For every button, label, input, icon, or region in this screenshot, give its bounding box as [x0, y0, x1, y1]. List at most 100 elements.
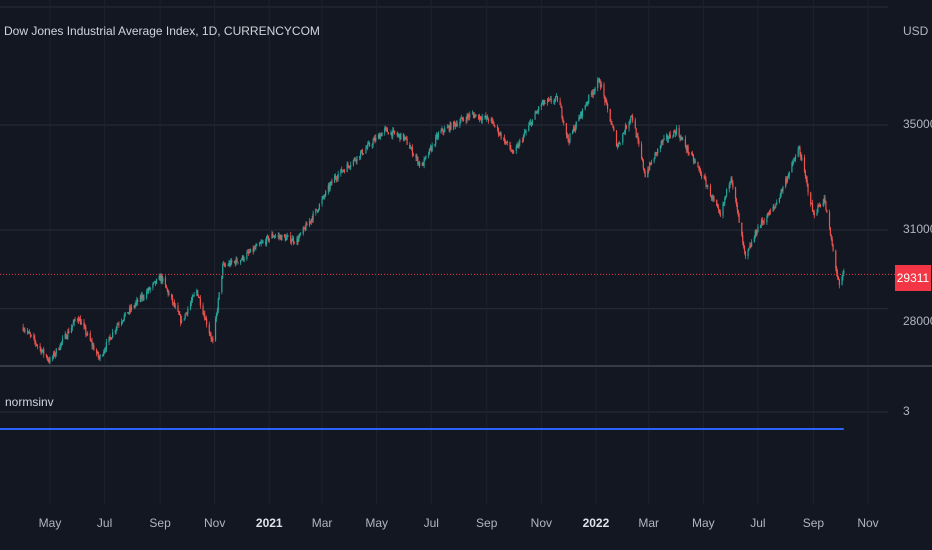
candle-body-36	[67, 330, 69, 338]
candle-body-254	[341, 168, 343, 172]
candle-body-278	[371, 144, 373, 146]
candle-body-138	[196, 290, 198, 295]
candle-body-479	[623, 132, 625, 134]
candle-body-256	[342, 170, 345, 172]
candle-body-101	[148, 287, 150, 290]
candle-body-576	[743, 246, 746, 252]
candle-body-106	[155, 280, 157, 284]
candle-body-295	[392, 130, 394, 137]
candle-body-185	[254, 247, 256, 249]
candle-body-259	[347, 164, 349, 166]
candle-body-57	[93, 345, 95, 351]
candle-body-597	[769, 210, 772, 212]
candle-body-558	[722, 203, 724, 216]
candle-body-94	[140, 295, 142, 299]
candle-body-257	[343, 170, 346, 172]
candle-body-149	[209, 332, 211, 336]
candle-body-610	[786, 177, 789, 182]
candle-body-324	[428, 148, 431, 155]
candle-body-598	[772, 206, 774, 212]
candle-body-378	[496, 126, 499, 129]
candle-body-540	[699, 168, 701, 171]
candle-body-118	[171, 293, 173, 298]
candle-body-113	[164, 278, 167, 286]
candle-body-78	[120, 321, 123, 325]
candle-body-615	[793, 161, 795, 162]
candle-body-377	[494, 126, 496, 127]
candle-body-166	[230, 260, 232, 266]
candle-body-652	[838, 279, 840, 286]
candle-body-366	[480, 119, 482, 121]
candle-body-60	[97, 352, 99, 358]
candle-body-602	[776, 202, 778, 205]
candle-body-285	[379, 134, 381, 139]
candle-body-190	[260, 242, 262, 244]
candle-body-539	[698, 166, 700, 169]
candle-body-325	[429, 147, 431, 149]
candle-body-647	[832, 244, 834, 251]
candle-body-232	[312, 213, 314, 221]
candle-body-142	[199, 298, 201, 306]
candle-body-568	[734, 187, 737, 199]
candle-body-426	[555, 96, 558, 98]
candle-body-119	[172, 297, 174, 304]
candle-body-301	[399, 134, 401, 140]
candle-body-197	[268, 238, 270, 241]
candle-body-520	[674, 131, 676, 132]
candle-body-179	[247, 251, 249, 254]
candle-body-91	[136, 299, 138, 303]
x-tick-2: Sep	[149, 516, 171, 530]
candle-body-356	[468, 116, 470, 118]
candle-body-74	[115, 327, 117, 331]
candle-body-394	[516, 145, 518, 147]
candle-body-293	[390, 132, 392, 135]
candle-body-274	[366, 147, 368, 149]
candle-body-373	[490, 118, 492, 122]
candle-body-188	[258, 243, 261, 245]
candle-body-414	[541, 102, 543, 105]
candle-body-250	[335, 178, 337, 180]
candle-body-252	[337, 173, 339, 179]
candle-body-413	[540, 104, 542, 107]
candle-body-244	[328, 185, 330, 190]
candle-body-408	[534, 112, 536, 120]
candle-body-432	[563, 121, 565, 124]
candle-body-346	[455, 123, 457, 127]
candle-body-59	[96, 352, 99, 354]
candle-body-498	[647, 169, 649, 178]
x-tick-6: May	[365, 516, 388, 530]
candle-body-612	[788, 171, 790, 177]
candle-body-224	[303, 227, 305, 229]
candle-body-399	[522, 135, 525, 141]
candle-body-449	[585, 104, 587, 106]
candle-body-326	[430, 147, 432, 151]
candle-body-465	[605, 100, 607, 103]
candle-body-104	[153, 282, 155, 284]
candle-body-635	[818, 205, 820, 207]
candle-body-273	[365, 148, 367, 154]
candle-body-205	[279, 235, 281, 237]
indicator-name[interactable]: normsinv	[5, 395, 54, 409]
candle-body-464	[604, 95, 606, 103]
candle-body-397	[519, 140, 521, 143]
candle-body-367	[481, 117, 483, 121]
candle-body-335	[442, 128, 444, 132]
candle-body-294	[391, 132, 393, 137]
candle-body-129	[184, 314, 186, 319]
candle-body-281	[374, 138, 376, 141]
candle-body-642	[826, 209, 828, 213]
candle-body-143	[202, 305, 204, 314]
candle-body-429	[560, 105, 562, 108]
candle-body-358	[471, 113, 474, 115]
candle-body-211	[286, 236, 288, 238]
candle-body-70	[110, 337, 112, 340]
candle-body-11	[35, 343, 38, 346]
candle-body-442	[575, 121, 577, 128]
candle-body-174	[240, 259, 243, 261]
candle-body-654	[842, 273, 844, 277]
candle-body-282	[375, 137, 377, 141]
candle-body-570	[736, 204, 738, 210]
candle-body-517	[669, 134, 671, 138]
